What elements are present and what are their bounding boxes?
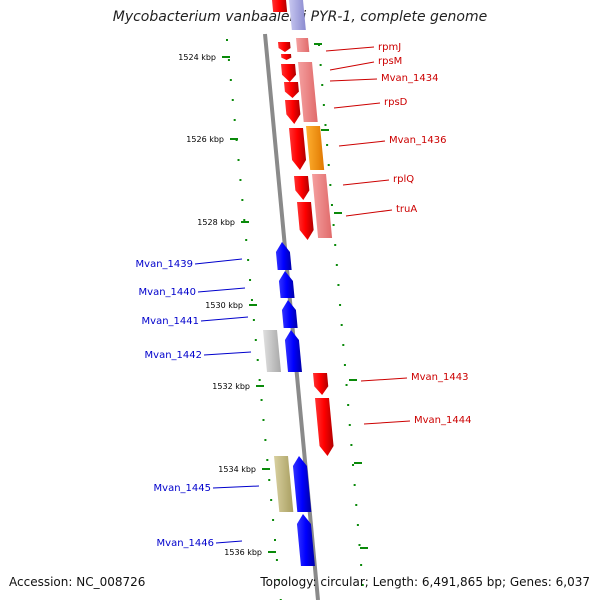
gene-label[interactable]: Mvan_1442 bbox=[145, 350, 202, 361]
scale-labels: 1524 kbp 1526 kbp 1528 kbp 1530 kbp 1532 kbp… bbox=[178, 53, 262, 557]
scale-label: 1536 kbp bbox=[224, 548, 262, 557]
scale-label: 1524 kbp bbox=[178, 53, 216, 62]
cog-bar[interactable] bbox=[298, 62, 318, 122]
label-leader bbox=[215, 540, 243, 544]
accession-text: Accession: NC_008726 bbox=[9, 575, 146, 589]
label-leader bbox=[338, 140, 386, 147]
gene-arrow[interactable] bbox=[294, 176, 310, 200]
cog-bar[interactable] bbox=[274, 456, 294, 512]
gene-arrow[interactable] bbox=[284, 82, 299, 98]
gene-labels: rpmJ rpsM Mvan_1434 rpsD Mvan_1436 rplQ truA Mv… bbox=[136, 42, 472, 549]
scale-ticks bbox=[222, 39, 368, 600]
gene-arrow[interactable] bbox=[281, 64, 297, 82]
scale-label: 1534 kbp bbox=[218, 465, 256, 474]
label-leader bbox=[360, 377, 408, 382]
gene-label[interactable]: Mvan_1436 bbox=[389, 135, 446, 146]
gene-arrow[interactable] bbox=[289, 128, 307, 170]
label-leader bbox=[203, 351, 252, 356]
gene-arrow[interactable] bbox=[272, 0, 288, 12]
genome-summary: Topology: circular; Length: 6,491,865 bp… bbox=[260, 575, 590, 589]
gene-arrow[interactable] bbox=[275, 242, 292, 270]
gene-arrow[interactable] bbox=[285, 100, 301, 124]
gene-label[interactable]: Mvan_1434 bbox=[381, 73, 438, 84]
gene-label[interactable]: rpsD bbox=[384, 97, 408, 108]
label-leader bbox=[333, 102, 381, 109]
gene-arrow[interactable] bbox=[296, 514, 315, 566]
label-leader bbox=[342, 179, 390, 186]
gene-label[interactable]: Mvan_1440 bbox=[139, 287, 196, 298]
gene-label[interactable]: Mvan_1446 bbox=[157, 538, 214, 549]
scale-label: 1530 kbp bbox=[205, 301, 243, 310]
gene-arrow[interactable] bbox=[292, 456, 312, 512]
label-leader bbox=[329, 61, 375, 71]
cog-bar[interactable] bbox=[312, 174, 333, 238]
cog-bar[interactable] bbox=[296, 38, 310, 52]
label-leader bbox=[325, 46, 375, 52]
gene-label[interactable]: truA bbox=[396, 204, 417, 215]
gene-label[interactable]: rpmJ bbox=[378, 42, 401, 53]
gene-label[interactable]: Mvan_1444 bbox=[414, 415, 471, 426]
gene-arrow[interactable] bbox=[313, 373, 329, 395]
gene-label[interactable]: Mvan_1441 bbox=[142, 316, 199, 327]
label-leader bbox=[212, 485, 260, 489]
gene-arrow[interactable] bbox=[281, 300, 298, 328]
cog-bar[interactable] bbox=[289, 0, 306, 30]
gene-arrow[interactable] bbox=[284, 330, 302, 372]
gene-label[interactable]: Mvan_1443 bbox=[411, 372, 468, 383]
cog-feature-track bbox=[263, 0, 333, 512]
gene-label[interactable]: rpsM bbox=[378, 56, 402, 67]
scale-label: 1528 kbp bbox=[197, 218, 235, 227]
gene-arrow[interactable] bbox=[281, 54, 292, 60]
gene-track bbox=[272, 0, 334, 566]
cog-bar[interactable] bbox=[306, 126, 325, 170]
gene-label[interactable]: rplQ bbox=[393, 174, 414, 185]
label-leader bbox=[345, 209, 393, 217]
label-leader bbox=[363, 420, 411, 425]
gene-arrow[interactable] bbox=[315, 398, 334, 456]
scale-label: 1532 kbp bbox=[212, 382, 250, 391]
label-leader-lines bbox=[194, 46, 411, 544]
label-leader bbox=[194, 258, 243, 265]
gene-label[interactable]: Mvan_1445 bbox=[154, 483, 211, 494]
label-leader bbox=[329, 78, 378, 82]
gene-arrow[interactable] bbox=[278, 42, 291, 52]
gene-arrow[interactable] bbox=[297, 202, 314, 240]
gene-arrow[interactable] bbox=[278, 271, 295, 298]
gene-label[interactable]: Mvan_1439 bbox=[136, 259, 193, 270]
label-leader bbox=[200, 316, 249, 322]
label-leader bbox=[197, 287, 246, 293]
cog-bar[interactable] bbox=[263, 330, 281, 372]
scale-label: 1526 kbp bbox=[186, 135, 224, 144]
